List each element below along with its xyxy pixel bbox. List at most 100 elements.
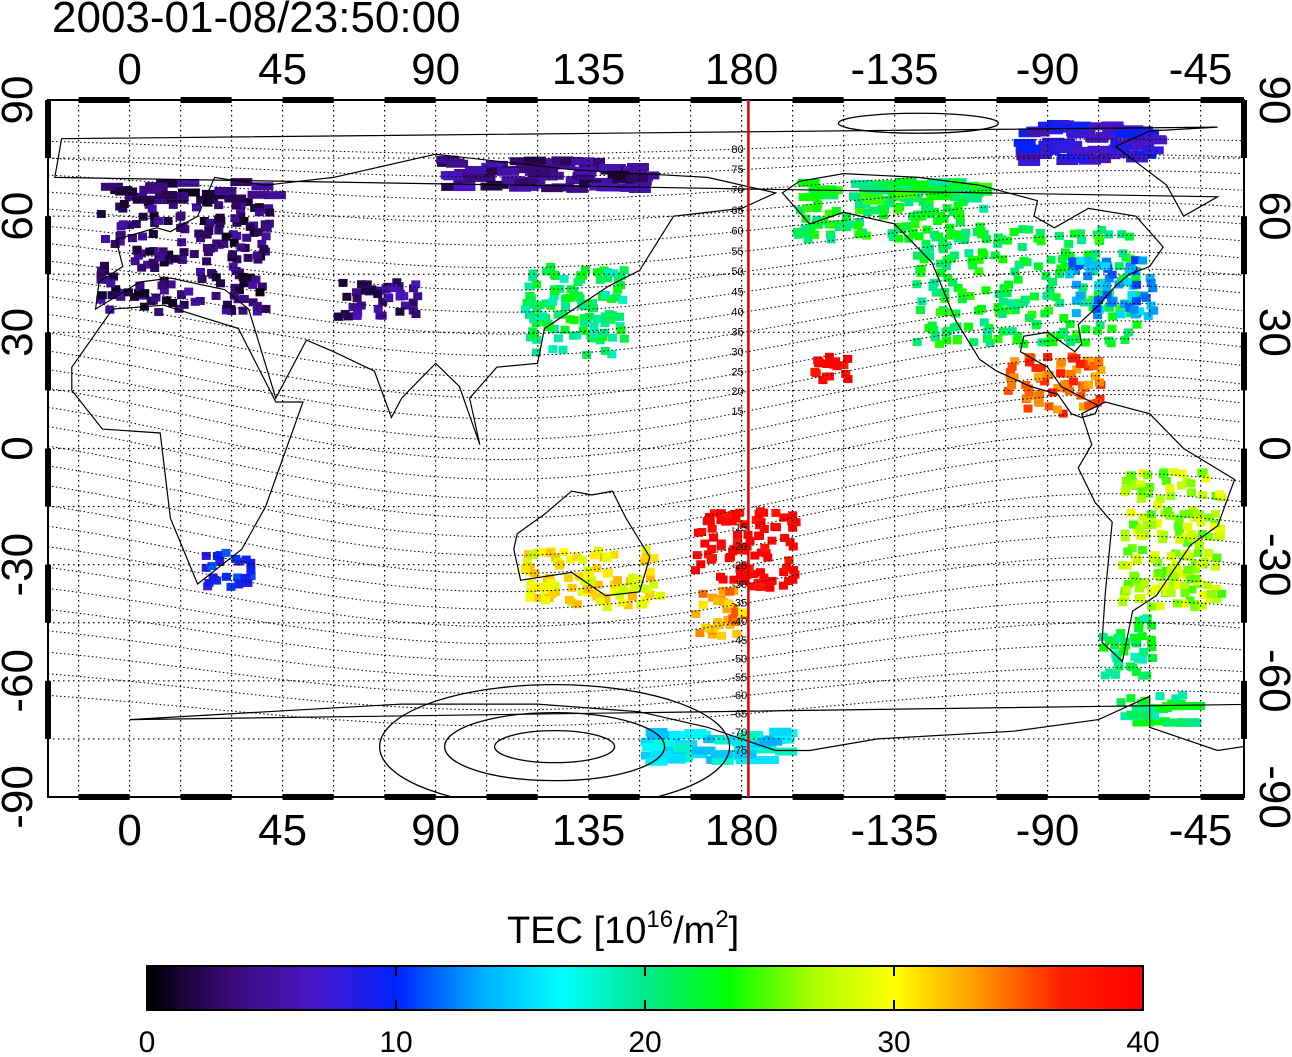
tec-region-south-america [1118,468,1227,612]
tec-sample [935,308,945,317]
tec-sample [993,239,1003,248]
tec-sample [595,597,605,606]
tec-sample [215,557,225,566]
tec-sample [1139,615,1149,624]
tec-sample [131,220,141,229]
tec-sample [696,560,706,569]
tec-sample [941,262,951,271]
tec-sample [411,310,421,319]
tec-sample [118,220,128,229]
tec-sample [1182,549,1192,558]
tec-sample [378,297,388,306]
tec-sample [876,180,899,189]
tec-sample [586,576,596,585]
magnetic-lat-label: 15 [731,406,743,418]
tec-sample [118,204,128,213]
tec-sample [1066,152,1089,161]
tec-region-antarctic-peninsula [1116,691,1206,727]
tec-sample [1187,585,1197,594]
tec-sample [208,573,218,582]
tec-sample [953,211,963,220]
tec-sample [1203,581,1213,590]
tec-sample [1171,694,1181,703]
tec-sample [725,620,735,629]
tec-sample [1024,313,1034,322]
tec-sample [1081,325,1091,334]
tec-sample [1161,477,1171,486]
tec-sample [246,558,256,567]
tec-sample [546,301,556,310]
colorbar-tick-label: 10 [379,1026,412,1057]
tec-sample [1193,548,1203,557]
tec-sample [239,279,249,288]
tec-sample [521,564,531,573]
tec-sample [240,574,250,583]
lat-label-right: 60 [1250,192,1292,241]
tec-sample [381,284,391,293]
tec-sample [168,200,178,209]
tec-sample [602,603,612,612]
tec-sample [976,304,986,313]
tec-sample [860,190,883,199]
tec-sample [1177,469,1187,478]
tec-sample [214,201,224,210]
tec-sample [769,727,792,736]
tec-sample [514,178,537,187]
tec-sample [933,182,956,191]
tec-sample [794,230,804,239]
magnetic-contour [48,251,1243,313]
tec-sample [618,583,628,592]
tec-sample [759,573,769,582]
magnetic-lat-label: 20 [731,386,743,398]
lon-label-top: 45 [258,45,307,94]
tec-sample [333,312,343,321]
tec-sample [912,180,935,189]
tec-sample [720,512,730,521]
tec-sample [558,345,568,354]
tec-sample [1101,282,1111,291]
tec-sample [894,234,904,243]
tec-sample [779,568,789,577]
tec-sample [230,214,240,223]
tec-sample [826,220,836,229]
tec-sample [1043,352,1053,361]
tec-sample [705,625,715,634]
tec-sample [1019,298,1029,307]
tec-sample [756,548,766,557]
tec-sample [763,553,773,562]
tec-sample [353,308,363,317]
tec-sample [1051,293,1061,302]
tec-sample [553,310,563,319]
border-segment [1200,97,1244,103]
tec-sample [566,555,576,564]
tec-sample [1172,599,1182,608]
tec-sample [1147,520,1157,529]
tec-sample [948,278,958,287]
magnetic-lat-label: 65 [731,205,743,217]
tec-sample [915,306,925,315]
tec-sample [934,232,944,241]
tec-sample [843,375,853,384]
tec-sample [241,555,251,564]
tec-sample [940,287,950,296]
tec-sample [834,223,844,232]
tec-sample [1123,547,1133,556]
tec-sample [140,289,150,298]
tec-sample [771,508,781,517]
tec-region-alaska-canada [792,177,993,244]
tec-sample [129,292,139,301]
tec-sample [1201,474,1211,483]
tec-sample [411,280,421,289]
tec-sample [951,309,961,318]
border-segment [1241,680,1247,739]
tec-sample [538,312,548,321]
tec-sample [1197,468,1207,477]
tec-sample [1209,522,1219,531]
tec-sample [617,598,627,607]
tec-sample [119,199,129,208]
tec-sample [941,336,951,345]
tec-sample [1076,391,1086,400]
tec-sample [601,596,611,605]
tec-sample [1068,377,1078,386]
tec-sample [1204,532,1214,541]
